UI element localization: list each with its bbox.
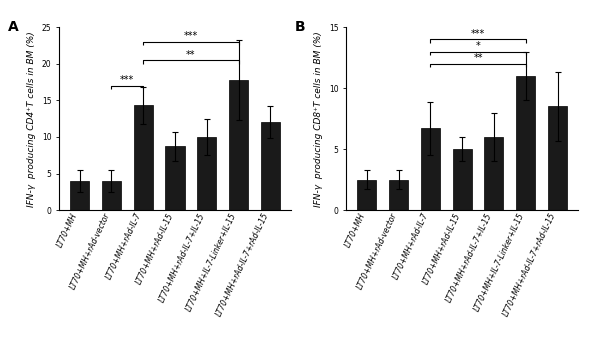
Text: **: ** (473, 53, 483, 63)
Bar (102, 181, 121, 210)
Text: *: * (476, 41, 480, 51)
Text: **: ** (186, 50, 196, 60)
Bar (166, 146, 185, 210)
Text: B: B (295, 20, 306, 34)
Text: ***: *** (471, 29, 485, 39)
Text: A: A (8, 20, 19, 34)
Bar (421, 128, 440, 210)
Bar (229, 80, 248, 210)
Bar (197, 137, 217, 210)
Bar (484, 137, 503, 210)
Bar (134, 105, 153, 210)
Bar (453, 149, 471, 210)
Bar (548, 106, 567, 210)
Text: ***: *** (120, 75, 135, 85)
Y-axis label: IFN-γ  producing CD8⁺T cells in BM (%): IFN-γ producing CD8⁺T cells in BM (%) (314, 31, 323, 206)
Text: ***: *** (184, 32, 198, 41)
Bar (389, 180, 408, 210)
Bar (358, 180, 376, 210)
Bar (70, 181, 89, 210)
Y-axis label: IFN-γ  producing CD4⁺T cells in BM (%): IFN-γ producing CD4⁺T cells in BM (%) (27, 31, 36, 206)
Bar (261, 122, 280, 210)
Bar (516, 76, 535, 210)
